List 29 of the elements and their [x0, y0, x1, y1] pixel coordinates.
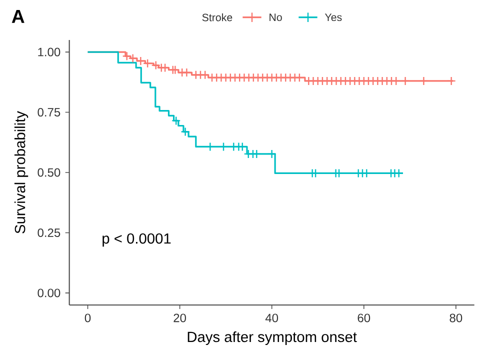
point: [170, 65, 180, 74]
y-tick-label: 0.50: [38, 168, 60, 177]
legend-label: Yes: [324, 13, 342, 21]
point: [294, 72, 304, 82]
x-axis-title: Days after symptom onset: [188, 331, 357, 345]
point: [182, 68, 192, 77]
point: [172, 116, 181, 126]
point: [391, 76, 401, 86]
y-tick-label: 0.25: [38, 228, 60, 237]
legend-label: No: [270, 13, 282, 21]
point: [142, 58, 152, 68]
y-tick-label: 1.00: [38, 48, 60, 56]
y-tick-label: 0.75: [38, 108, 60, 116]
x-tick-label: 60: [358, 313, 370, 322]
point: [446, 76, 456, 86]
point: [200, 70, 210, 80]
point: [267, 149, 276, 158]
y-tick-label: 0.00: [38, 288, 60, 297]
legend-title: Stroke: [202, 13, 232, 22]
x-tick-label: 20: [174, 313, 186, 322]
point: [419, 76, 428, 86]
x-tick-label: 40: [265, 313, 278, 322]
annotation: p < 0.0001: [102, 233, 171, 246]
point: [180, 126, 190, 136]
x-tick-label: 0: [84, 313, 91, 322]
point: [400, 76, 410, 86]
chart-title: A: [12, 10, 24, 23]
x-tick-label: 80: [450, 313, 462, 322]
y-axis-title: Survival probability: [14, 110, 28, 234]
